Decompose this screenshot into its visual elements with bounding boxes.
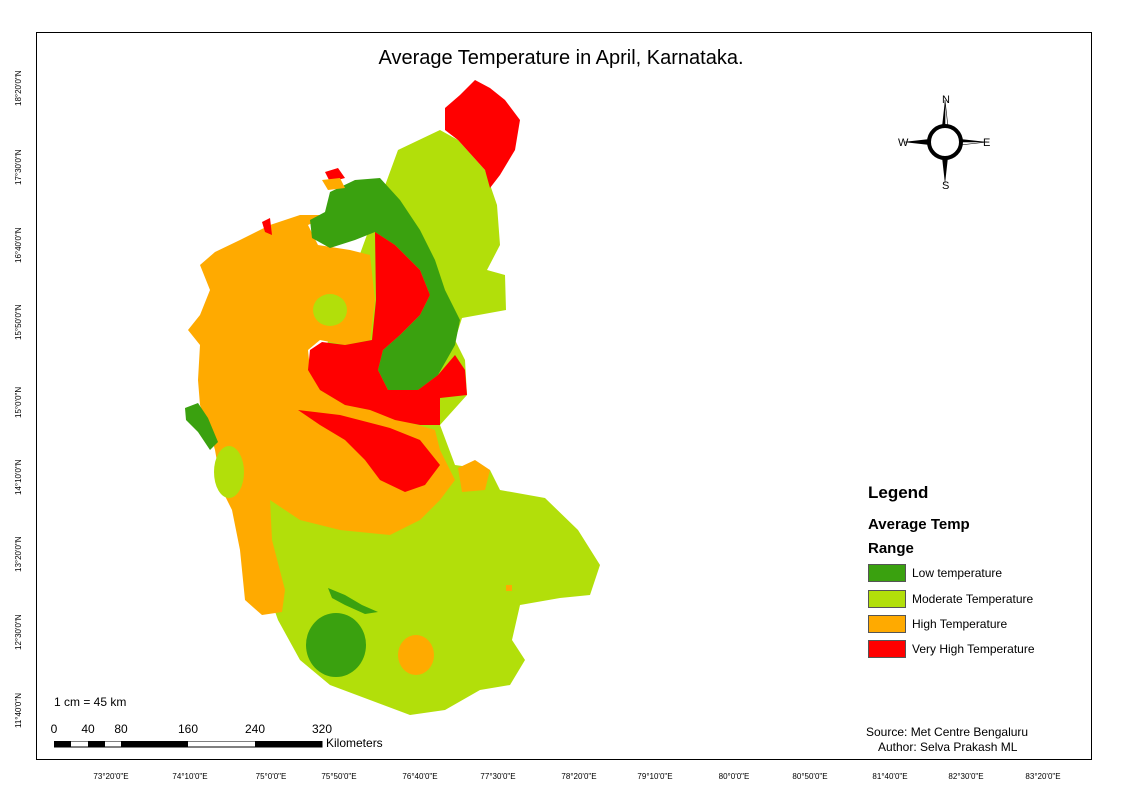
scale-unit: Kilometers [326,736,383,750]
source-credit: Source: Met Centre Bengaluru [866,725,1029,739]
scale-tick-label: 240 [244,722,266,736]
legend-label: Low temperature [912,566,1003,580]
zone-veryhigh-north [445,80,520,188]
scale-tick-label: 320 [311,722,333,736]
legend-subtitle: Range [868,540,914,557]
lon-label: 73°20'0"E [93,772,129,781]
lon-label: 79°10'0"E [637,772,673,781]
compass-e: E [983,137,991,149]
lat-label: 14°10'0"N [14,459,23,495]
zone-low-north [310,178,460,390]
legend-heading: Legend [868,483,929,502]
zone-veryhigh-central [308,232,467,425]
legend-label: Very High Temperature [912,642,1035,656]
lon-label: 74°10'0"E [172,772,208,781]
lon-label: 80°0'0"E [718,772,750,781]
lon-label: 81°40'0"E [872,772,908,781]
lat-label: 11°40'0"N [14,693,23,728]
scale-bar [54,741,323,748]
lat-label: 18°20'0"N [14,70,23,106]
lon-label: 76°40'0"E [402,772,438,781]
lon-label: 77°30'0"E [480,772,516,781]
lon-label: 83°20'0"E [1025,772,1061,781]
legend-subtitle: Average Temp [868,516,970,533]
legend-swatch [868,640,906,658]
legend-swatch [868,615,906,633]
compass-n: N [942,94,950,106]
legend-swatch [868,590,906,608]
lat-label: 12°30'0"N [14,614,23,650]
author-credit: Author: Selva Prakash ML [878,740,1018,754]
lon-label: 78°20'0"E [561,772,597,781]
lon-label: 80°50'0"E [792,772,828,781]
lat-label: 16°40'0"N [14,227,23,263]
lat-label: 15°50'0"N [14,304,23,340]
scale-tick-label: 160 [177,722,199,736]
scale-tick-label: 40 [81,722,95,736]
north-arrow-icon [903,99,988,184]
map-title: Average Temperature in April, Karnataka. [378,47,744,69]
legend-swatch [868,564,906,582]
lon-label: 82°30'0"E [948,772,984,781]
zone-veryhigh-tail [298,410,440,492]
compass-w: W [898,137,909,149]
scale-ratio: 1 cm = 45 km [54,695,127,709]
legend-label: Moderate Temperature [912,592,1034,606]
legend-label: High Temperature [912,617,1008,631]
compass-s: S [942,180,950,192]
lon-label: 75°50'0"E [321,772,357,781]
scale-tick-label: 80 [114,722,128,736]
lat-label: 15°0'0"N [14,386,23,418]
map-frame [36,32,1092,760]
lat-label: 17°30'0"N [14,149,23,185]
scale-tick-label: 0 [50,722,58,736]
lat-label: 13°20'0"N [14,536,23,572]
lon-label: 75°0'0"E [255,772,287,781]
